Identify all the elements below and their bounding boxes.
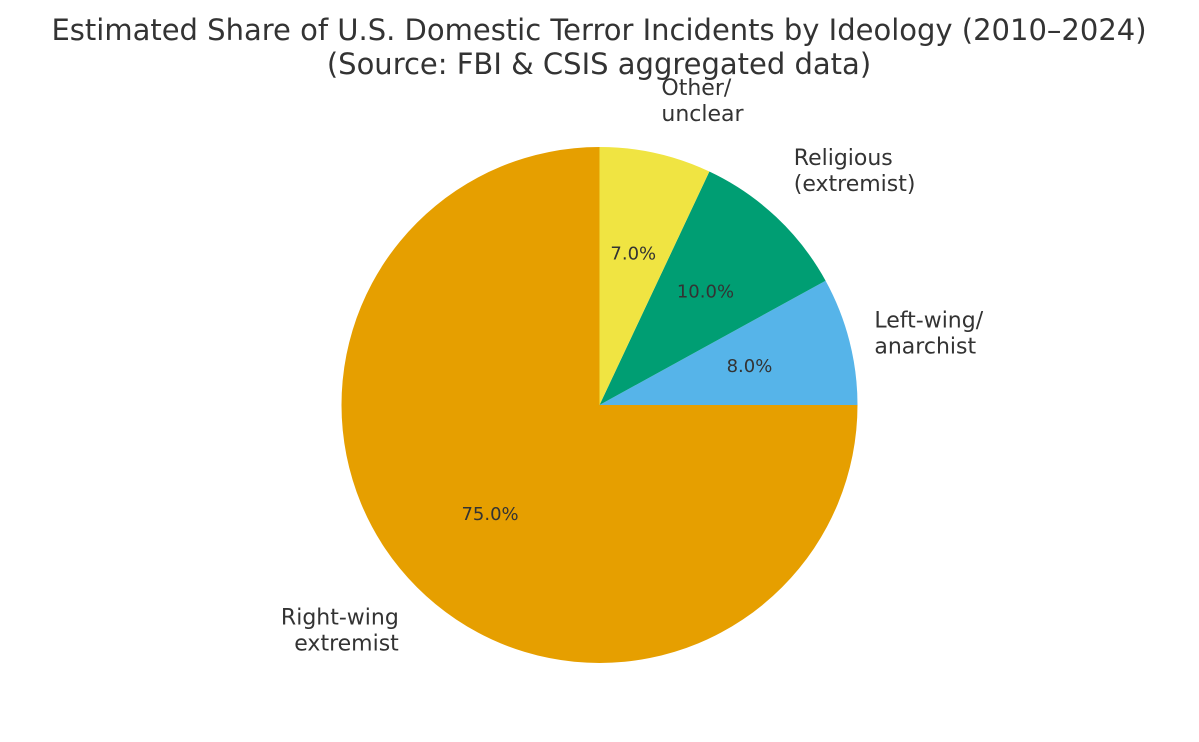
pie-slice-1 <box>599 171 826 405</box>
pie-slices <box>341 147 858 663</box>
pie-category-label-0: Left-wing/anarchist <box>874 308 983 359</box>
pie-percent-label-1: 10.0% <box>677 282 734 303</box>
pie-category-label-1-line-1: (extremist) <box>794 172 916 197</box>
pie-category-label-3: Right-wing extremist <box>281 606 399 657</box>
chart-title-line-2: (Source: FBI & CSIS aggregated data) <box>327 47 871 81</box>
pie-category-label-3-line-1: extremist <box>294 632 399 657</box>
pie-category-label-2: Other/unclear <box>661 76 744 127</box>
pie-slice-3 <box>341 147 858 663</box>
pie-labels: 8.0% Left-wing/anarchist 10.0% Religious (ex… <box>281 76 984 657</box>
pie-category-label-1-line-0: Religious <box>794 146 893 171</box>
pie-percent-label-3: 75.0% <box>461 504 518 525</box>
pie-slice-0 <box>599 280 858 405</box>
pie-category-label-2-line-1: unclear <box>661 102 744 127</box>
pie-category-label-3-line-0: Right-wing <box>281 606 399 631</box>
pie-category-label-0-line-0: Left-wing/ <box>874 308 983 333</box>
pie-category-label-2-line-0: Other/ <box>661 76 731 101</box>
pie-percent-label-0: 8.0% <box>727 356 773 377</box>
pie-slice-2 <box>599 147 710 405</box>
pie-category-label-1: Religious (extremist) <box>794 146 916 197</box>
pie-category-label-0-line-1: anarchist <box>874 334 976 359</box>
pie-percent-label-2: 7.0% <box>610 243 656 264</box>
chart-title: Estimated Share of U.S. Domestic Terror … <box>51 13 1146 81</box>
chart-title-line-1: Estimated Share of U.S. Domestic Terror … <box>51 13 1146 47</box>
